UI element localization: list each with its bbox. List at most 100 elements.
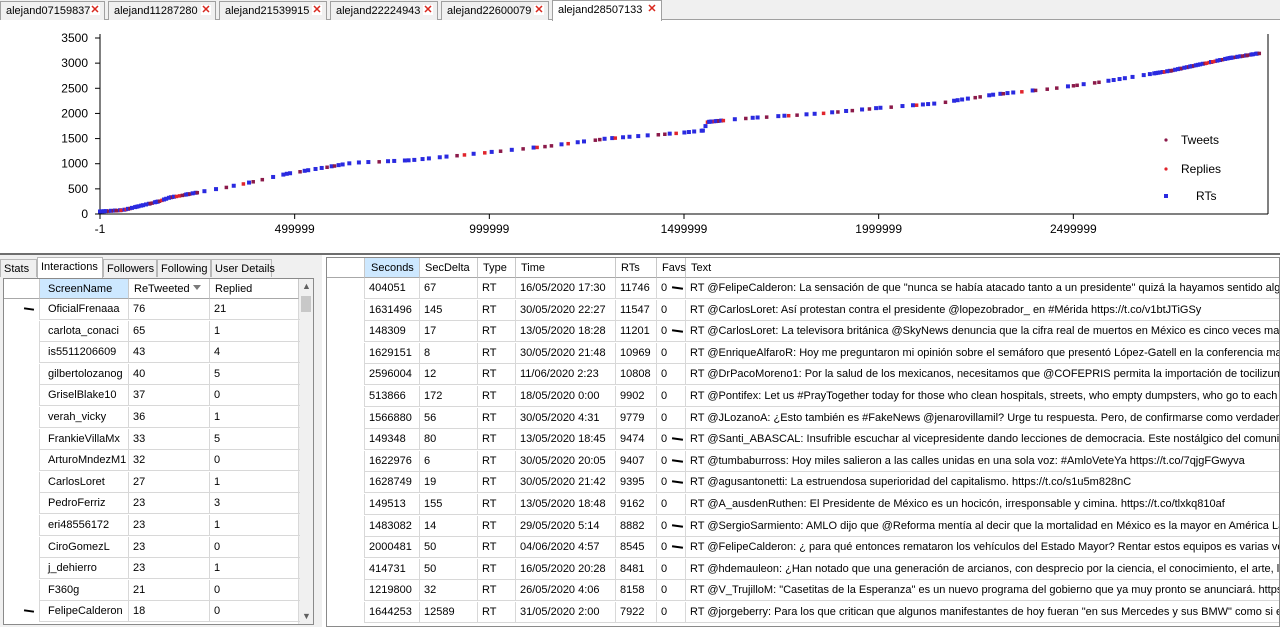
table-row[interactable]: 1631496 145 RT 30/05/2020 22:27 11547 0 RT @Ca… xyxy=(327,299,1279,321)
table-row[interactable]: FelipeCalderon 18 0 xyxy=(4,601,300,623)
column-header-time[interactable]: Time xyxy=(516,258,616,278)
table-row[interactable]: GriselBlake10 37 0 xyxy=(4,385,300,407)
row-header[interactable] xyxy=(327,278,365,299)
row-header[interactable] xyxy=(327,364,365,386)
scroll-down-icon[interactable]: ▼ xyxy=(302,611,311,621)
row-header[interactable] xyxy=(327,558,365,580)
row-header[interactable] xyxy=(327,429,365,451)
row-header[interactable] xyxy=(4,536,40,558)
row-header[interactable] xyxy=(4,450,40,472)
row-header[interactable] xyxy=(4,558,40,580)
row-header[interactable] xyxy=(4,579,40,601)
table-row[interactable]: 149513 155 RT 13/05/2020 18:48 9162 0 RT @A_au… xyxy=(327,494,1279,515)
column-header-favs[interactable]: Favs xyxy=(657,258,686,278)
scroll-up-icon[interactable]: ▲ xyxy=(302,281,311,291)
tab-user-details[interactable]: User Details xyxy=(211,259,275,277)
row-header[interactable] xyxy=(4,342,40,364)
table-row[interactable]: 513866 172 RT 18/05/2020 0:00 9902 0 RT @Ponti… xyxy=(327,386,1279,407)
table-row[interactable]: CarlosLoret 27 1 xyxy=(4,471,300,493)
table-row[interactable]: carlota_conaci 65 1 xyxy=(4,320,300,342)
row-header[interactable] xyxy=(4,407,40,428)
table-row[interactable]: 1219800 32 RT 26/05/2020 4:06 8158 0 RT @V_Tru… xyxy=(327,580,1279,602)
table-row[interactable]: verah_vicky 36 1 xyxy=(4,407,300,428)
cell-favs: 0 xyxy=(657,450,686,472)
row-header[interactable] xyxy=(4,385,40,407)
table-row[interactable]: 1628749 19 RT 30/05/2020 21:42 9395 0 RT @agus… xyxy=(327,472,1279,494)
interactions-scrollbar[interactable]: ▲ ▼ xyxy=(298,279,313,624)
row-header[interactable] xyxy=(4,428,40,450)
row-header[interactable] xyxy=(327,321,365,343)
table-row[interactable]: is5511206609 43 4 xyxy=(4,342,300,364)
row-header[interactable] xyxy=(327,602,365,623)
doc-tab-6[interactable]: alejand28507133 ✕ xyxy=(552,0,662,21)
scroll-thumb[interactable] xyxy=(301,296,311,312)
doc-tab-5[interactable]: alejand22600079 ✕ xyxy=(441,1,549,20)
tab-followers[interactable]: Followers xyxy=(103,259,157,277)
row-header[interactable] xyxy=(327,494,365,515)
sort-desc-icon xyxy=(193,285,201,290)
column-header-rts[interactable]: RTs xyxy=(616,258,657,278)
doc-tab-3[interactable]: alejand21539915 ✕ xyxy=(219,1,327,20)
row-header[interactable] xyxy=(4,299,40,320)
tab-interactions[interactable]: Interactions xyxy=(37,257,103,278)
rt-point xyxy=(776,114,781,119)
close-icon[interactable]: ✕ xyxy=(201,4,211,16)
column-header-type[interactable]: Type xyxy=(478,258,516,278)
row-header[interactable] xyxy=(4,320,40,342)
table-row[interactable]: 1566880 56 RT 30/05/2020 4:31 9779 0 RT @JLoza… xyxy=(327,407,1279,429)
table-row[interactable]: CiroGomezL 23 0 xyxy=(4,536,300,558)
close-icon[interactable]: ✕ xyxy=(534,4,544,16)
table-row[interactable]: 414731 50 RT 16/05/2020 20:28 8481 0 RT @hdema… xyxy=(327,558,1279,580)
cell-type: RT xyxy=(478,364,516,386)
table-row[interactable]: eri48556172 23 1 xyxy=(4,515,300,536)
table-row[interactable]: F360g 21 0 xyxy=(4,579,300,601)
row-header[interactable] xyxy=(327,407,365,429)
table-row[interactable]: FrankieVillaMx 33 5 xyxy=(4,428,300,450)
table-row[interactable]: 1629151 8 RT 30/05/2020 21:48 10969 0 RT @Enri… xyxy=(327,342,1279,364)
row-header[interactable] xyxy=(327,342,365,364)
row-header[interactable] xyxy=(327,450,365,472)
doc-tab-4[interactable]: alejand22224943 ✕ xyxy=(330,1,438,20)
row-header[interactable] xyxy=(4,363,40,385)
row-header[interactable] xyxy=(327,537,365,559)
doc-tab-1[interactable]: alejand07159837 ✕ xyxy=(0,1,105,20)
row-header[interactable] xyxy=(327,580,365,602)
row-header[interactable] xyxy=(4,515,40,536)
column-header-seconds[interactable]: Seconds xyxy=(365,258,420,278)
close-icon[interactable]: ✕ xyxy=(647,3,657,15)
table-row[interactable]: ArturoMndezM1 32 0 xyxy=(4,450,300,472)
row-header[interactable] xyxy=(327,299,365,321)
column-header-retweeted[interactable]: ReTweeted xyxy=(129,279,210,299)
table-row[interactable]: OficialFrenaaa 76 21 xyxy=(4,299,300,320)
row-header[interactable] xyxy=(4,493,40,515)
close-icon[interactable]: ✕ xyxy=(312,4,322,16)
row-header[interactable] xyxy=(4,471,40,493)
cell-retweeted: 65 xyxy=(129,320,210,342)
table-row[interactable]: 1483082 14 RT 29/05/2020 5:14 8882 0 RT @Sergi… xyxy=(327,515,1279,537)
tab-stats[interactable]: Stats xyxy=(0,259,37,277)
table-row[interactable]: 1622976 6 RT 30/05/2020 20:05 9407 0 RT @tumba… xyxy=(327,450,1279,472)
table-row[interactable]: 404051 67 RT 16/05/2020 17:30 11746 0 RT @Feli… xyxy=(327,278,1279,299)
row-header[interactable] xyxy=(4,601,40,623)
panel-splitter[interactable] xyxy=(0,253,1280,255)
table-row[interactable]: 148309 17 RT 13/05/2020 18:28 11201 0 RT @Carl… xyxy=(327,321,1279,343)
table-row[interactable]: j_dehierro 23 1 xyxy=(4,558,300,580)
table-row[interactable]: 149348 80 RT 13/05/2020 18:45 9474 0 RT @Santi… xyxy=(327,429,1279,451)
table-row[interactable]: 1644253 12589 RT 31/05/2020 2:00 7922 0 RT @jo… xyxy=(327,602,1279,623)
row-header[interactable] xyxy=(327,386,365,407)
row-marker-icon xyxy=(23,307,35,311)
close-icon[interactable]: ✕ xyxy=(423,4,433,16)
row-header[interactable] xyxy=(327,515,365,537)
table-row[interactable]: PedroFerriz 23 3 xyxy=(4,493,300,515)
close-icon[interactable]: ✕ xyxy=(90,4,100,16)
column-header-secdelta[interactable]: SecDelta xyxy=(420,258,478,278)
column-header-screenname[interactable]: ScreenName xyxy=(40,279,129,299)
doc-tab-2[interactable]: alejand11287280 ✕ xyxy=(108,1,216,20)
row-header[interactable] xyxy=(327,472,365,494)
table-row[interactable]: 2000481 50 RT 04/06/2020 4:57 8545 0 RT @Felip… xyxy=(327,537,1279,559)
column-header-text[interactable]: Text xyxy=(686,258,1279,278)
table-row[interactable]: 2596004 12 RT 11/06/2020 2:23 10808 0 RT @DrPa… xyxy=(327,364,1279,386)
column-header-replied[interactable]: Replied xyxy=(210,279,299,299)
table-row[interactable]: gilbertolozanog 40 5 xyxy=(4,363,300,385)
tab-following[interactable]: Following xyxy=(157,259,211,277)
